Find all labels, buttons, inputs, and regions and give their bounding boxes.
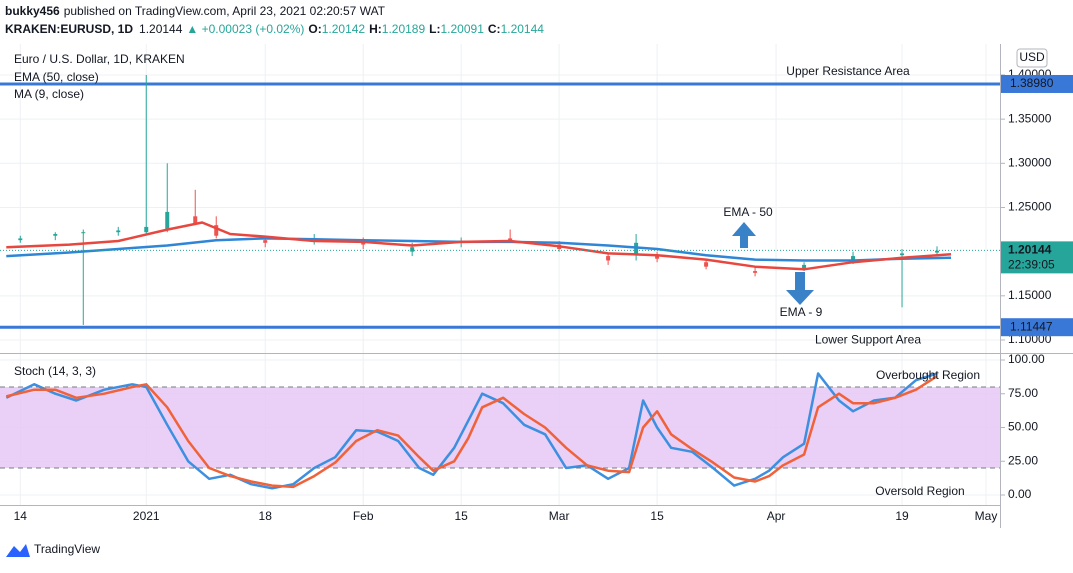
currency: USD bbox=[1019, 50, 1045, 64]
arrow-down bbox=[786, 272, 814, 305]
level-label-bg bbox=[1001, 318, 1073, 337]
x-tick-label: 15 bbox=[454, 509, 468, 523]
candle-body bbox=[193, 216, 198, 224]
candle-body bbox=[851, 256, 856, 261]
x-tick-label: Mar bbox=[549, 509, 570, 523]
arrow-up bbox=[732, 222, 756, 248]
candle-body bbox=[263, 240, 268, 243]
header-line1: bukky456 published on TradingView.com, Ap… bbox=[5, 4, 386, 18]
ohlc-label: O: bbox=[308, 22, 321, 36]
x-tick-label: 14 bbox=[14, 509, 28, 523]
y-tick-label: 50.00 bbox=[1008, 420, 1038, 434]
candle-body bbox=[165, 211, 170, 230]
candle-body bbox=[704, 262, 709, 267]
last-price-label: 1.20144 bbox=[1008, 243, 1052, 257]
y-tick-label: 75.00 bbox=[1008, 386, 1038, 400]
y-tick-label: 1.25000 bbox=[1008, 200, 1052, 214]
x-tick-label: Apr bbox=[767, 509, 786, 523]
annotation: Overbought Region bbox=[876, 368, 980, 382]
series-line bbox=[6, 221, 952, 271]
plot-area: Upper Resistance Area Lower Support Area bbox=[0, 44, 1000, 505]
candle-body bbox=[753, 271, 758, 273]
candle-body bbox=[214, 225, 219, 236]
countdown: 22:39:05 bbox=[1008, 258, 1055, 272]
series-line bbox=[5, 372, 938, 490]
logo-shape bbox=[6, 544, 30, 557]
published: published on TradingView.com, April 23, … bbox=[64, 4, 386, 18]
ohlc-value: 1.20142 bbox=[322, 22, 366, 36]
y-tick-label: 0.00 bbox=[1008, 487, 1032, 501]
legend-entry: MA (9, close) bbox=[14, 87, 84, 101]
candle-body bbox=[410, 247, 415, 252]
y-tick-label: 1.30000 bbox=[1008, 155, 1052, 169]
series-line bbox=[6, 375, 938, 489]
chart-title: Euro / U.S. Dollar, 1D, KRAKEN bbox=[14, 52, 185, 66]
x-tick-label: Feb bbox=[353, 509, 374, 523]
candle-body bbox=[606, 256, 611, 261]
level-label: 1.38980 bbox=[1010, 76, 1054, 90]
last-price-bg bbox=[1001, 241, 1073, 274]
x-tick-label: 18 bbox=[259, 509, 273, 523]
candle-body bbox=[935, 250, 940, 253]
brand: TradingView bbox=[34, 542, 100, 556]
author: bukky456 bbox=[5, 4, 60, 18]
candle-body bbox=[53, 233, 58, 236]
candle-body bbox=[144, 226, 149, 233]
x-tick-label: 19 bbox=[895, 509, 909, 523]
annotation: EMA - 9 bbox=[780, 305, 823, 319]
change: ▲ +0.00023 (+0.02%) bbox=[186, 22, 304, 36]
x-tick-label: May bbox=[975, 509, 998, 523]
ohlc-label: L: bbox=[429, 22, 440, 36]
price: 1.20144 bbox=[139, 22, 183, 36]
header-line2: KRAKEN:EURUSD, 1D 1.20144 ▲ +0.00023 (+0.0… bbox=[5, 22, 544, 36]
level-name: Lower Support Area bbox=[815, 332, 921, 346]
candle-body bbox=[18, 238, 23, 241]
level-name: Upper Resistance Area bbox=[786, 64, 910, 78]
candle-body bbox=[900, 253, 905, 256]
x-tick-label: 15 bbox=[650, 509, 664, 523]
candle-body bbox=[655, 256, 660, 259]
level-label: 1.11447 bbox=[1010, 319, 1053, 333]
y-tick-label: 1.15000 bbox=[1008, 288, 1052, 302]
y-tick-label: 25.00 bbox=[1008, 453, 1038, 467]
pane-title: Stoch (14, 3, 3) bbox=[14, 364, 96, 378]
currency-button[interactable] bbox=[1016, 48, 1048, 68]
ohlc-value: 1.20189 bbox=[382, 22, 426, 36]
ohlc-value: 1.20091 bbox=[441, 22, 485, 36]
ohlc-label: C: bbox=[488, 22, 501, 36]
annotation: EMA - 50 bbox=[723, 205, 773, 219]
level-label-bg bbox=[1001, 74, 1073, 93]
ohlc-value: 1.20144 bbox=[501, 22, 545, 36]
candle-body bbox=[116, 230, 121, 233]
y-tick-label: 1.35000 bbox=[1008, 111, 1052, 125]
candle-body bbox=[802, 264, 807, 270]
annotation: Oversold Region bbox=[875, 484, 964, 498]
ohlc-label: H: bbox=[369, 22, 382, 36]
brand-logo bbox=[6, 544, 30, 557]
symbol: KRAKEN:EURUSD, 1D bbox=[5, 22, 133, 36]
candle-body bbox=[81, 232, 86, 234]
candle-body bbox=[508, 238, 513, 242]
legend-entry: EMA (50, close) bbox=[14, 70, 99, 84]
y-tick-label: 100.00 bbox=[1008, 352, 1045, 366]
x-tick-label: 2021 bbox=[133, 509, 160, 523]
